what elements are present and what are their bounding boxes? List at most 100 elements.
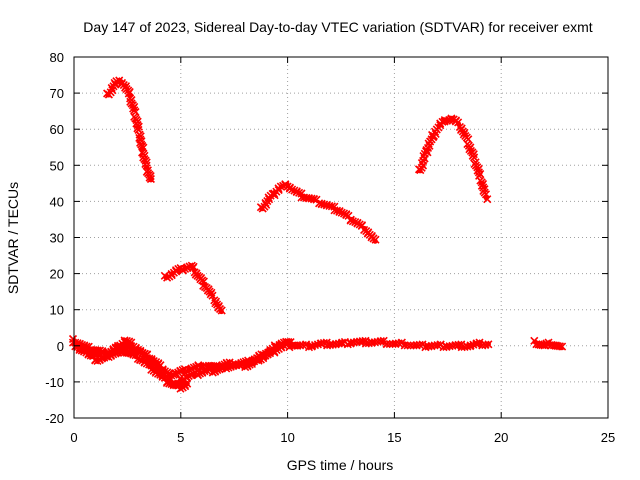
data-point — [126, 350, 133, 356]
data-point — [272, 189, 278, 195]
data-point — [223, 364, 229, 371]
data-point — [285, 182, 291, 188]
data-point — [317, 341, 323, 347]
data-point — [114, 79, 120, 85]
x-tick-label: 20 — [494, 430, 508, 445]
data-point — [122, 83, 128, 89]
data-point — [549, 341, 556, 347]
data-point — [114, 350, 120, 356]
series-arc-3 — [256, 180, 380, 244]
data-point — [475, 166, 481, 172]
data-point — [118, 78, 124, 85]
data-point — [541, 343, 547, 349]
tick-labels: 0 5 10 15 20 25 -20 -10 0 10 20 30 40 50 60 70 80 — [45, 50, 615, 445]
y-tick-label: 30 — [50, 231, 64, 246]
data-point — [372, 238, 378, 244]
data-point — [278, 184, 284, 190]
data-point — [532, 339, 538, 345]
data-point — [468, 148, 474, 154]
data-point — [445, 343, 451, 349]
data-point — [483, 195, 489, 201]
data-point — [248, 361, 254, 367]
data-point — [214, 301, 220, 307]
x-tick-label: 25 — [601, 430, 615, 445]
y-tick-label: 50 — [50, 158, 64, 173]
data-point — [167, 372, 173, 378]
data-point — [182, 265, 188, 271]
data-series — [68, 76, 567, 393]
data-point — [423, 148, 430, 154]
data-point — [255, 357, 261, 363]
data-point — [116, 343, 122, 349]
data-point — [430, 133, 436, 140]
data-point — [423, 343, 430, 349]
data-point — [274, 346, 280, 353]
data-point — [94, 357, 101, 363]
data-point — [558, 345, 564, 351]
data-point — [191, 372, 197, 378]
data-point — [261, 354, 267, 360]
data-point — [336, 207, 342, 214]
data-point — [178, 384, 184, 390]
data-point — [299, 193, 306, 199]
data-point — [216, 366, 222, 372]
data-point — [75, 345, 81, 351]
series-track-f — [530, 336, 567, 351]
x-axis-title: GPS time / hours — [287, 457, 394, 473]
y-tick-label: 60 — [50, 122, 64, 137]
data-point — [176, 267, 182, 273]
data-point — [280, 343, 286, 349]
y-tick-label: 80 — [50, 50, 64, 65]
data-point — [402, 341, 408, 347]
data-point — [349, 216, 355, 223]
data-point — [131, 106, 137, 112]
series-track-e — [175, 340, 294, 385]
data-point — [133, 354, 139, 360]
data-point — [173, 370, 180, 376]
data-point — [265, 196, 271, 203]
data-point — [158, 373, 165, 380]
data-point — [349, 339, 355, 345]
data-point — [381, 339, 387, 345]
data-point — [195, 272, 201, 279]
data-point — [197, 370, 203, 376]
data-point — [169, 271, 175, 277]
x-tick-label: 5 — [177, 430, 184, 445]
data-point — [208, 290, 214, 297]
data-point — [391, 341, 397, 347]
data-point — [291, 187, 297, 194]
data-point — [310, 196, 316, 203]
series-arc-1 — [103, 76, 155, 184]
data-point — [259, 206, 265, 212]
series-arc-4 — [414, 114, 492, 204]
data-point — [479, 180, 485, 186]
data-point — [537, 341, 543, 347]
data-point — [165, 379, 171, 385]
x-tick-label: 10 — [280, 430, 294, 445]
data-point — [101, 355, 107, 362]
data-point — [554, 343, 560, 349]
axis-ticks — [73, 56, 609, 419]
data-point — [171, 382, 177, 389]
series-track-c — [73, 342, 192, 393]
data-point — [139, 146, 145, 152]
data-point — [443, 117, 449, 123]
data-point — [436, 122, 442, 129]
data-point — [154, 361, 160, 367]
data-point — [120, 348, 126, 354]
series-markers — [414, 114, 492, 204]
data-point — [129, 341, 135, 347]
y-tick-label: 10 — [50, 303, 64, 318]
data-point — [267, 350, 274, 356]
data-point — [163, 274, 169, 280]
data-point — [139, 357, 145, 363]
data-point — [148, 177, 154, 183]
data-point — [201, 281, 207, 288]
data-point — [105, 92, 111, 98]
data-point — [449, 115, 455, 121]
data-point — [146, 363, 152, 369]
data-point — [327, 341, 333, 347]
data-point — [287, 343, 293, 349]
data-point — [361, 225, 368, 232]
